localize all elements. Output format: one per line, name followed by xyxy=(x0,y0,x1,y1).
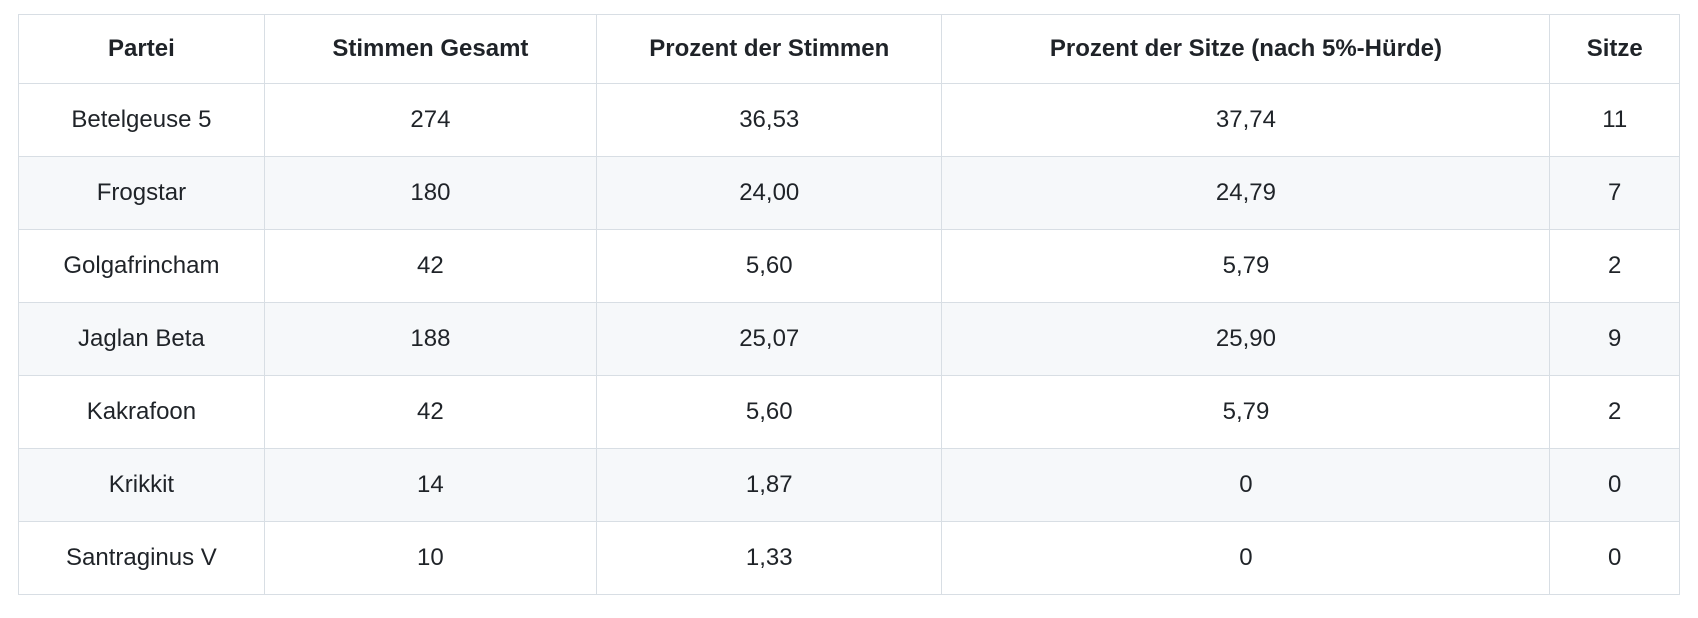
cell-sitze: 9 xyxy=(1549,302,1680,376)
cell-prozent-stimmen: 5,60 xyxy=(595,229,943,303)
column-header-sitze: Sitze xyxy=(1549,14,1680,84)
cell-sitze: 0 xyxy=(1549,521,1680,595)
column-header-stimmen-gesamt: Stimmen Gesamt xyxy=(263,14,598,84)
cell-partei: Jaglan Beta xyxy=(18,302,265,376)
cell-prozent-sitze: 24,79 xyxy=(941,156,1551,230)
cell-partei: Krikkit xyxy=(18,448,265,522)
column-header-partei: Partei xyxy=(18,14,265,84)
cell-prozent-stimmen: 5,60 xyxy=(595,375,943,449)
table-header: Partei Stimmen Gesamt Prozent der Stimme… xyxy=(18,14,1680,84)
cell-partei: Santraginus V xyxy=(18,521,265,595)
cell-prozent-stimmen: 25,07 xyxy=(595,302,943,376)
cell-partei: Kakrafoon xyxy=(18,375,265,449)
header-row: Partei Stimmen Gesamt Prozent der Stimme… xyxy=(18,14,1680,84)
cell-partei: Frogstar xyxy=(18,156,265,230)
cell-sitze: 11 xyxy=(1549,83,1680,157)
table-row: Betelgeuse 5 274 36,53 37,74 11 xyxy=(18,83,1680,157)
column-header-prozent-stimmen: Prozent der Stimmen xyxy=(595,14,943,84)
cell-stimmen-gesamt: 42 xyxy=(263,375,598,449)
cell-stimmen-gesamt: 274 xyxy=(263,83,598,157)
cell-stimmen-gesamt: 14 xyxy=(263,448,598,522)
cell-partei: Betelgeuse 5 xyxy=(18,83,265,157)
table-row: Krikkit 14 1,87 0 0 xyxy=(18,448,1680,522)
table-row: Santraginus V 10 1,33 0 0 xyxy=(18,521,1680,595)
cell-sitze: 2 xyxy=(1549,375,1680,449)
table-row: Golgafrincham 42 5,60 5,79 2 xyxy=(18,229,1680,303)
cell-prozent-stimmen: 1,87 xyxy=(595,448,943,522)
cell-prozent-sitze: 37,74 xyxy=(941,83,1551,157)
cell-prozent-sitze: 5,79 xyxy=(941,375,1551,449)
cell-prozent-stimmen: 24,00 xyxy=(595,156,943,230)
cell-stimmen-gesamt: 10 xyxy=(263,521,598,595)
cell-prozent-sitze: 0 xyxy=(941,521,1551,595)
cell-prozent-stimmen: 36,53 xyxy=(595,83,943,157)
cell-stimmen-gesamt: 188 xyxy=(263,302,598,376)
column-header-prozent-sitze: Prozent der Sitze (nach 5%-Hürde) xyxy=(941,14,1551,84)
cell-partei: Golgafrincham xyxy=(18,229,265,303)
table-row: Frogstar 180 24,00 24,79 7 xyxy=(18,156,1680,230)
table-row: Jaglan Beta 188 25,07 25,90 9 xyxy=(18,302,1680,376)
results-table: Partei Stimmen Gesamt Prozent der Stimme… xyxy=(18,14,1680,595)
cell-prozent-stimmen: 1,33 xyxy=(595,521,943,595)
table-row: Kakrafoon 42 5,60 5,79 2 xyxy=(18,375,1680,449)
cell-sitze: 7 xyxy=(1549,156,1680,230)
cell-stimmen-gesamt: 42 xyxy=(263,229,598,303)
cell-prozent-sitze: 0 xyxy=(941,448,1551,522)
cell-prozent-sitze: 25,90 xyxy=(941,302,1551,376)
cell-stimmen-gesamt: 180 xyxy=(263,156,598,230)
cell-sitze: 0 xyxy=(1549,448,1680,522)
table-body: Betelgeuse 5 274 36,53 37,74 11 Frogstar… xyxy=(18,83,1680,595)
cell-prozent-sitze: 5,79 xyxy=(941,229,1551,303)
cell-sitze: 2 xyxy=(1549,229,1680,303)
